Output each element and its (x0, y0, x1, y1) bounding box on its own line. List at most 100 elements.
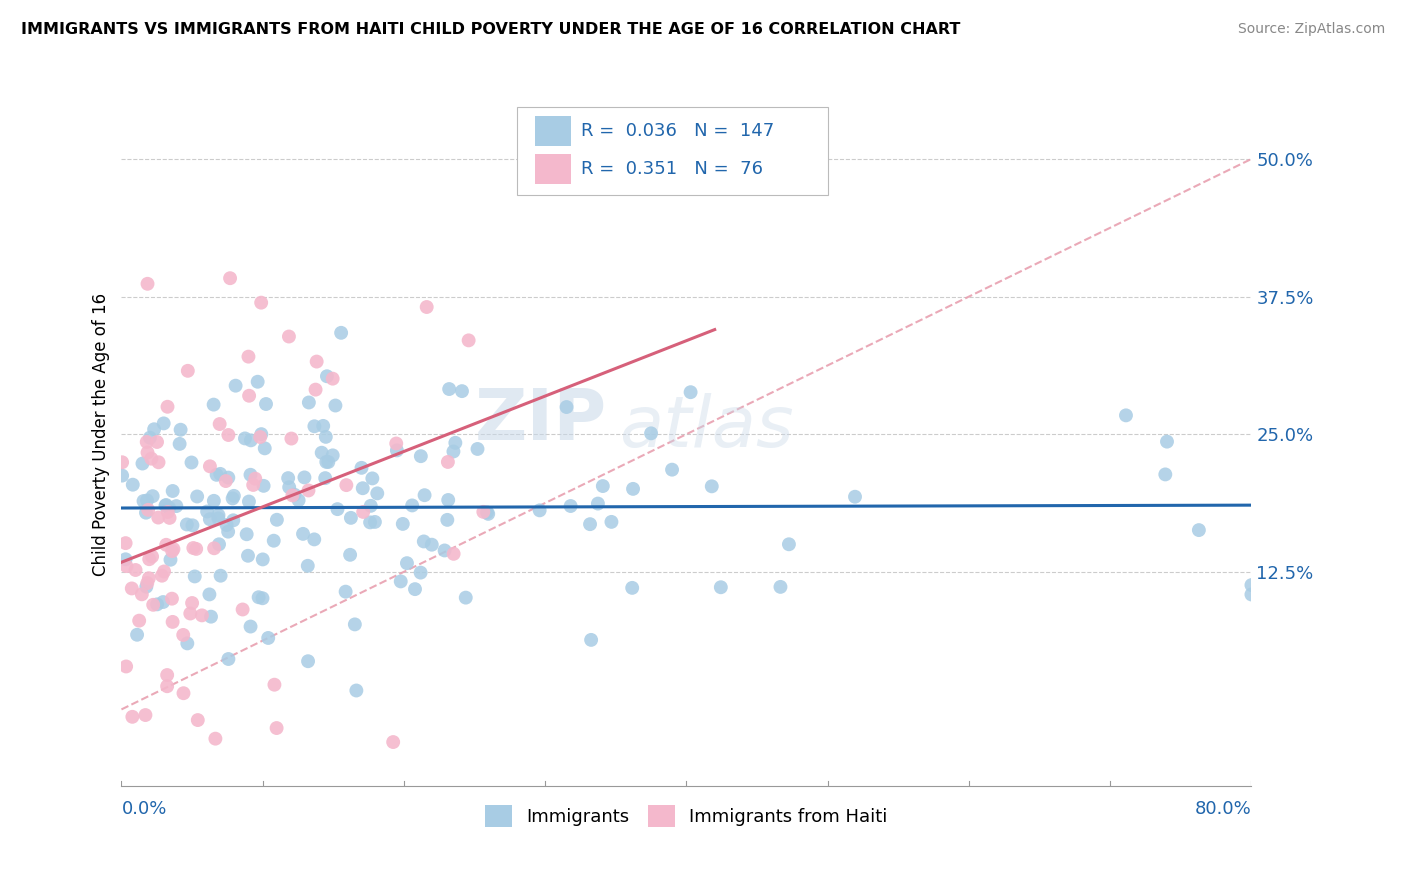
Text: R =  0.351   N =  76: R = 0.351 N = 76 (581, 160, 763, 178)
Point (1240, 587, 1263, 601)
Point (391, 516, 413, 531)
Point (131, 587, 153, 601)
Point (136, 503, 159, 517)
Point (142, 489, 165, 503)
Point (111, 468, 134, 483)
Point (111, 455, 134, 469)
Point (278, 480, 301, 494)
Point (385, 436, 408, 450)
Point (136, 576, 159, 591)
Point (131, 457, 153, 471)
Point (202, 493, 225, 508)
Point (156, 505, 179, 519)
Point (350, 460, 373, 475)
Point (156, 668, 179, 682)
Point (187, 713, 209, 727)
Point (136, 445, 159, 459)
Point (1115, 409, 1137, 423)
Point (297, 654, 319, 668)
Point (136, 277, 159, 291)
Point (139, 431, 162, 445)
Point (339, 548, 361, 562)
Point (238, 494, 260, 508)
Point (263, 678, 285, 692)
Point (207, 511, 229, 525)
Point (141, 549, 163, 564)
Point (249, 430, 271, 444)
Point (352, 505, 374, 519)
Text: ZIP: ZIP (475, 385, 607, 455)
Point (219, 271, 242, 285)
Point (152, 417, 174, 431)
Point (443, 444, 465, 458)
Point (555, 400, 578, 414)
Point (700, 479, 723, 493)
Point (208, 537, 231, 551)
Point (121, 710, 143, 724)
Point (135, 434, 157, 449)
Point (304, 533, 326, 547)
Point (217, 470, 239, 484)
Text: R =  0.036   N =  147: R = 0.036 N = 147 (581, 122, 775, 140)
Point (443, 547, 465, 561)
Point (335, 584, 357, 599)
Point (136, 493, 159, 508)
Point (121, 477, 143, 491)
Point (340, 511, 363, 525)
Point (215, 518, 238, 533)
Text: 80.0%: 80.0% (1195, 800, 1251, 818)
Point (250, 295, 273, 310)
Point (172, 628, 194, 642)
Point (114, 536, 136, 550)
Point (153, 565, 176, 579)
Point (304, 419, 326, 434)
Point (252, 479, 274, 493)
Point (253, 442, 276, 456)
Point (221, 491, 243, 506)
Point (181, 596, 204, 610)
Point (294, 470, 316, 484)
Point (436, 513, 458, 527)
Point (437, 382, 460, 396)
Point (420, 538, 443, 552)
Point (155, 498, 177, 512)
Point (592, 479, 614, 493)
Point (769, 580, 792, 594)
Point (180, 456, 202, 470)
Point (579, 517, 602, 532)
Point (661, 463, 683, 477)
FancyBboxPatch shape (536, 154, 571, 184)
Point (242, 478, 264, 492)
Point (181, 518, 204, 533)
Text: 0.0%: 0.0% (121, 800, 167, 818)
Point (232, 602, 254, 616)
Point (215, 474, 238, 488)
Point (266, 721, 288, 735)
Point (344, 683, 367, 698)
Point (195, 504, 218, 518)
Point (315, 430, 337, 444)
Point (326, 502, 349, 516)
Point (401, 499, 423, 513)
Legend: Immigrants, Immigrants from Haiti: Immigrants, Immigrants from Haiti (478, 797, 896, 834)
Point (146, 598, 169, 612)
Point (238, 389, 260, 403)
Point (457, 334, 479, 348)
Point (1188, 523, 1211, 537)
Point (263, 533, 285, 548)
Point (235, 527, 257, 541)
Point (298, 395, 321, 409)
Point (361, 471, 384, 485)
Point (186, 541, 208, 556)
Point (202, 398, 225, 412)
Point (312, 418, 335, 433)
Point (287, 493, 309, 508)
Point (844, 490, 866, 504)
Point (134, 708, 156, 723)
Point (205, 467, 228, 482)
Point (412, 534, 434, 549)
Point (208, 417, 231, 431)
Point (160, 544, 183, 558)
Point (239, 619, 262, 633)
Point (225, 378, 247, 392)
